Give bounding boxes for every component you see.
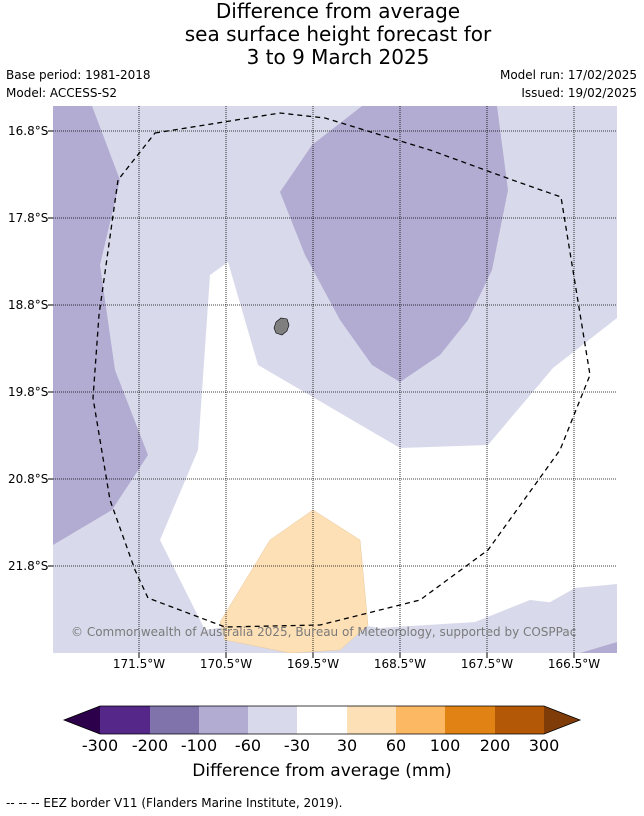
lat-label: 21.8°S bbox=[8, 559, 49, 573]
colorbar-segment bbox=[248, 706, 297, 734]
negative-anomaly-northeast bbox=[280, 106, 508, 382]
negative-anomaly-west bbox=[53, 106, 148, 545]
colorbar-extend-low bbox=[64, 706, 100, 734]
lat-label: 18.8°S bbox=[8, 298, 49, 312]
colorbar-tick-label: -200 bbox=[131, 736, 169, 755]
lon-label: 166.5°W bbox=[547, 657, 601, 671]
colorbar-segment bbox=[396, 706, 445, 734]
lon-label: 168.5°W bbox=[373, 657, 427, 671]
lat-label: 16.8°S bbox=[8, 124, 49, 138]
lat-ticks bbox=[48, 130, 53, 567]
eez-border bbox=[92, 112, 591, 628]
meta-left: Base period: 1981-2018 Model: ACCESS-S2 bbox=[6, 66, 151, 102]
colorbar-tick-label: -60 bbox=[234, 736, 262, 755]
title-line-1: Difference from average bbox=[215, 0, 461, 23]
copyright-text: © Commonwealth of Australia 2025, Bureau… bbox=[71, 625, 577, 639]
colorbar-extend-high bbox=[544, 706, 580, 734]
map-title: Difference from average sea surface heig… bbox=[0, 0, 644, 69]
colorbar-segment bbox=[445, 706, 495, 734]
colorbar-segment bbox=[100, 706, 150, 734]
lon-label: 169.5°W bbox=[286, 657, 340, 671]
title-line-3: 3 to 9 March 2025 bbox=[246, 45, 430, 69]
colorbar-tick-label: 100 bbox=[429, 736, 461, 755]
colorbar-segment bbox=[150, 706, 199, 734]
base-period-text: Base period: 1981-2018 bbox=[6, 68, 151, 82]
colorbar-segment bbox=[199, 706, 248, 734]
colorbar-tick-label: -300 bbox=[81, 736, 119, 755]
model-run-text: Model run: 17/02/2025 bbox=[499, 68, 637, 82]
lat-label: 19.8°S bbox=[8, 385, 49, 399]
colorbar-tick-label: 60 bbox=[385, 736, 407, 755]
colorbar-tick-label: 30 bbox=[336, 736, 358, 755]
lat-label: 17.8°S bbox=[8, 211, 49, 225]
lon-ticks bbox=[138, 653, 575, 658]
map-area bbox=[53, 106, 617, 653]
colorbar-segment bbox=[347, 706, 396, 734]
colorbar bbox=[62, 705, 582, 735]
meta-right: Model run: 17/02/2025 Issued: 19/02/2025 bbox=[500, 66, 637, 102]
model-text: Model: ACCESS-S2 bbox=[6, 86, 118, 100]
colorbar-segment bbox=[297, 706, 347, 734]
colorbar-tick-label: 300 bbox=[528, 736, 560, 755]
colorbar-outline bbox=[62, 705, 582, 735]
lon-label: 170.5°W bbox=[199, 657, 253, 671]
issued-text: Issued: 19/02/2025 bbox=[521, 86, 637, 100]
lat-label: 20.8°S bbox=[8, 472, 49, 486]
title-line-2: sea surface height forecast for bbox=[184, 22, 492, 46]
colorbar-segment bbox=[495, 706, 544, 734]
positive-anomaly-south bbox=[219, 509, 369, 653]
eez-footnote: -- -- -- EEZ border V11 (Flanders Marine… bbox=[6, 796, 343, 810]
colorbar-tick-label: -100 bbox=[180, 736, 218, 755]
colorbar-tick-label: 200 bbox=[479, 736, 511, 755]
lon-label: 171.5°W bbox=[112, 657, 166, 671]
island-niue bbox=[273, 317, 290, 336]
colorbar-title: Difference from average (mm) bbox=[192, 761, 452, 781]
colorbar-tick-label: -30 bbox=[283, 736, 311, 755]
southeast-light-patch bbox=[480, 584, 617, 653]
lon-label: 167.5°W bbox=[460, 657, 514, 671]
graticule bbox=[53, 106, 617, 653]
